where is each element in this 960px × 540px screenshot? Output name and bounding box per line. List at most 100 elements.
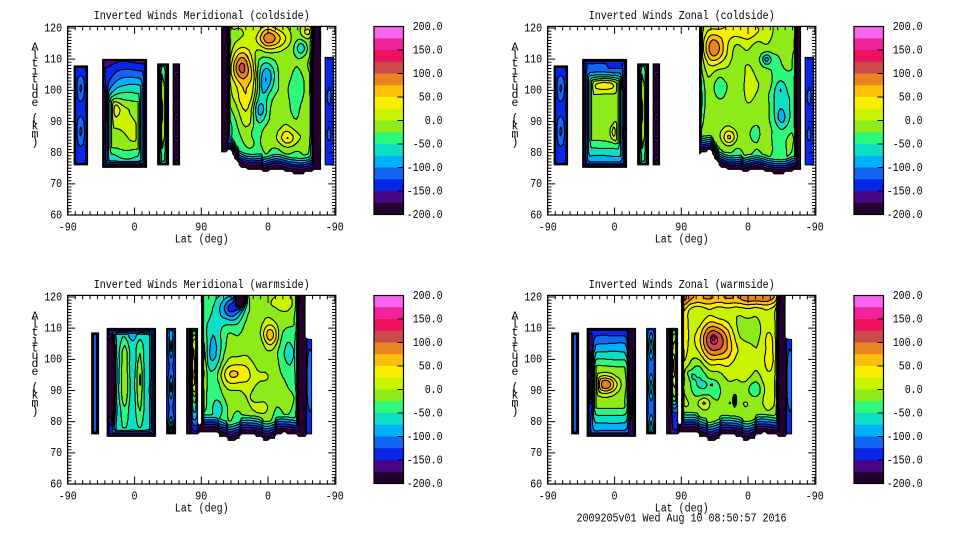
svg-text:0.0: 0.0: [905, 384, 923, 397]
svg-text:120: 120: [524, 22, 542, 35]
svg-text:110: 110: [44, 54, 62, 67]
svg-text:k: k: [32, 121, 39, 134]
svg-text:70: 70: [530, 447, 542, 460]
svg-text:100: 100: [44, 85, 62, 98]
svg-text:-200.0: -200.0: [887, 478, 923, 491]
svg-text:90: 90: [195, 221, 207, 234]
svg-text:50.0: 50.0: [419, 92, 443, 105]
svg-text:(: (: [512, 113, 519, 126]
svg-text:): ): [512, 406, 519, 419]
svg-text:60: 60: [50, 478, 62, 491]
svg-text:Inverted Winds Zonal (warmside: Inverted Winds Zonal (warmside): [589, 279, 775, 292]
svg-text:-90: -90: [326, 221, 344, 234]
svg-text:Inverted Winds Zonal (coldside: Inverted Winds Zonal (coldside): [589, 10, 775, 23]
svg-text:-100.0: -100.0: [887, 431, 923, 444]
svg-text:l: l: [32, 319, 39, 332]
svg-text:A: A: [512, 311, 519, 324]
svg-text:90: 90: [530, 116, 542, 129]
svg-text:m: m: [512, 398, 519, 411]
svg-text:-90: -90: [806, 221, 824, 234]
svg-text:-200.0: -200.0: [887, 209, 923, 222]
svg-text:150.0: 150.0: [893, 45, 923, 58]
svg-text:50.0: 50.0: [899, 92, 923, 105]
svg-text:-50.0: -50.0: [893, 408, 923, 421]
svg-text:-50.0: -50.0: [893, 139, 923, 152]
svg-text:u: u: [32, 350, 39, 363]
svg-text:0: 0: [265, 490, 271, 503]
svg-text:60: 60: [50, 209, 62, 222]
svg-text:k: k: [512, 121, 519, 134]
svg-text:-100.0: -100.0: [407, 431, 443, 444]
svg-text:90: 90: [530, 385, 542, 398]
svg-text:90: 90: [675, 490, 687, 503]
svg-text:(: (: [512, 382, 519, 395]
svg-text:t: t: [512, 58, 519, 71]
svg-text:0: 0: [745, 490, 751, 503]
svg-text:100.0: 100.0: [413, 337, 443, 350]
svg-text:-100.0: -100.0: [887, 162, 923, 175]
svg-text:100.0: 100.0: [413, 68, 443, 81]
svg-text:t: t: [512, 327, 519, 340]
svg-text:e: e: [512, 97, 519, 110]
svg-text:60: 60: [530, 209, 542, 222]
svg-text:t: t: [512, 73, 519, 86]
svg-text:50.0: 50.0: [899, 361, 923, 374]
svg-text:100: 100: [524, 85, 542, 98]
svg-text:e: e: [512, 366, 519, 379]
svg-text:(: (: [32, 113, 39, 126]
svg-text:90: 90: [675, 221, 687, 234]
svg-text:m: m: [32, 129, 39, 142]
svg-text:t: t: [32, 58, 39, 71]
svg-text:150.0: 150.0: [413, 314, 443, 327]
svg-text:-50.0: -50.0: [413, 139, 443, 152]
svg-text:u: u: [512, 350, 519, 363]
svg-text:80: 80: [50, 147, 62, 160]
svg-text:m: m: [512, 129, 519, 142]
svg-text:l: l: [512, 319, 519, 332]
svg-text:80: 80: [50, 416, 62, 429]
svg-text:90: 90: [50, 385, 62, 398]
svg-text:-90: -90: [326, 490, 344, 503]
svg-text:-90: -90: [539, 221, 557, 234]
svg-text:k: k: [512, 390, 519, 403]
svg-text:k: k: [32, 390, 39, 403]
svg-text:70: 70: [50, 178, 62, 191]
svg-text:A: A: [32, 42, 39, 55]
svg-text:l: l: [32, 50, 39, 63]
svg-text:120: 120: [524, 291, 542, 304]
svg-text:70: 70: [530, 178, 542, 191]
svg-text:100.0: 100.0: [893, 337, 923, 350]
svg-text:Lat (deg): Lat (deg): [175, 233, 229, 246]
svg-text:0.0: 0.0: [905, 115, 923, 128]
svg-text:0: 0: [745, 221, 751, 234]
svg-text:200.0: 200.0: [893, 21, 923, 34]
svg-text:100.0: 100.0: [893, 68, 923, 81]
svg-text:-150.0: -150.0: [887, 455, 923, 468]
svg-text:-100.0: -100.0: [407, 162, 443, 175]
svg-text:d: d: [32, 358, 39, 371]
svg-text:110: 110: [44, 323, 62, 336]
svg-text:m: m: [32, 398, 39, 411]
svg-text:t: t: [32, 342, 39, 355]
svg-text:t: t: [512, 342, 519, 355]
svg-text:-90: -90: [806, 490, 824, 503]
svg-text:90: 90: [50, 116, 62, 129]
svg-text:(: (: [32, 382, 39, 395]
svg-text:70: 70: [50, 447, 62, 460]
svg-text:-90: -90: [59, 490, 77, 503]
svg-text:80: 80: [530, 416, 542, 429]
svg-text:0.0: 0.0: [425, 115, 443, 128]
svg-text:A: A: [32, 311, 39, 324]
svg-text:90: 90: [195, 490, 207, 503]
svg-text:d: d: [32, 89, 39, 102]
svg-text:50.0: 50.0: [419, 361, 443, 374]
svg-text:100: 100: [44, 354, 62, 367]
svg-text:): ): [32, 137, 39, 150]
svg-text:-90: -90: [59, 221, 77, 234]
svg-text:e: e: [32, 97, 39, 110]
svg-text:e: e: [32, 366, 39, 379]
svg-text:l: l: [512, 50, 519, 63]
svg-text:-150.0: -150.0: [407, 455, 443, 468]
svg-text:Lat (deg): Lat (deg): [655, 502, 709, 515]
svg-text:A: A: [512, 42, 519, 55]
